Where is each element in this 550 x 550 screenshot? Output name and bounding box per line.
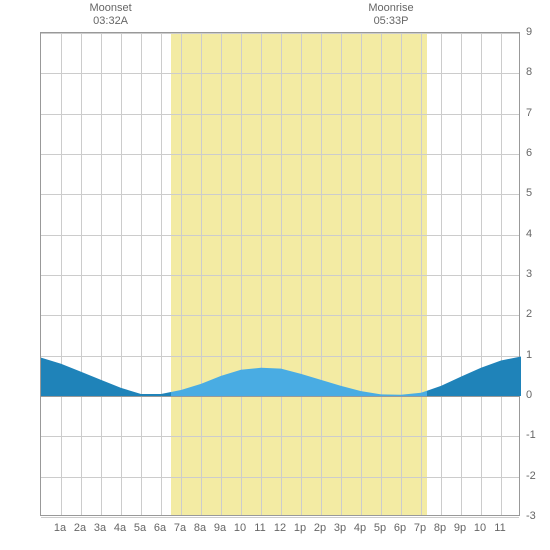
x-tick-label: 9a <box>214 522 226 534</box>
y-tick-label: 6 <box>526 147 532 159</box>
moonset-title: Moonset <box>86 2 136 15</box>
y-tick-label: 4 <box>526 228 532 240</box>
x-tick-label: 10 <box>234 522 246 534</box>
x-tick-label: 11 <box>494 522 505 534</box>
x-tick-label: 3a <box>94 522 106 534</box>
y-tick-label: 5 <box>526 187 532 199</box>
x-tick-label: 2p <box>314 522 326 534</box>
x-tick-label: 4a <box>114 522 126 534</box>
y-tick-label: 8 <box>526 66 532 78</box>
x-tick-label: 7a <box>174 522 186 534</box>
x-tick-label: 2a <box>74 522 86 534</box>
x-tick-label: 8p <box>434 522 446 534</box>
x-tick-label: 11 <box>254 522 265 534</box>
y-tick-label: -3 <box>526 510 536 522</box>
x-tick-label: 5a <box>134 522 146 534</box>
tide-chart: Moonset 03:32A Moonrise 05:33P -3-2-1012… <box>0 0 550 550</box>
x-tick-label: 6p <box>394 522 406 534</box>
moonrise-label: Moonrise 05:33P <box>366 2 416 28</box>
x-tick-label: 8a <box>194 522 206 534</box>
x-tick-label: 10 <box>474 522 486 534</box>
x-tick-label: 4p <box>354 522 366 534</box>
y-tick-label: 7 <box>526 107 532 119</box>
y-tick-label: -1 <box>526 429 536 441</box>
plot-area <box>40 32 520 516</box>
y-tick-label: 2 <box>526 308 532 320</box>
moonrise-title: Moonrise <box>366 2 416 15</box>
moonset-label: Moonset 03:32A <box>86 2 136 28</box>
moon-event-labels: Moonset 03:32A Moonrise 05:33P <box>0 2 550 32</box>
y-tick-label: 1 <box>526 349 532 361</box>
x-tick-label: 5p <box>374 522 386 534</box>
x-tick-label: 7p <box>414 522 426 534</box>
y-tick-label: -2 <box>526 470 536 482</box>
x-tick-label: 1p <box>294 522 306 534</box>
zero-line <box>41 396 519 397</box>
x-tick-label: 6a <box>154 522 166 534</box>
x-tick-label: 1a <box>54 522 66 534</box>
x-tick-label: 12 <box>274 522 286 534</box>
moonrise-time: 05:33P <box>366 15 416 28</box>
y-tick-label: 0 <box>526 389 532 401</box>
x-tick-label: 3p <box>334 522 346 534</box>
tide-area <box>41 33 521 517</box>
x-tick-label: 9p <box>454 522 466 534</box>
y-tick-label: 9 <box>526 26 532 38</box>
y-tick-label: 3 <box>526 268 532 280</box>
moonset-time: 03:32A <box>86 15 136 28</box>
